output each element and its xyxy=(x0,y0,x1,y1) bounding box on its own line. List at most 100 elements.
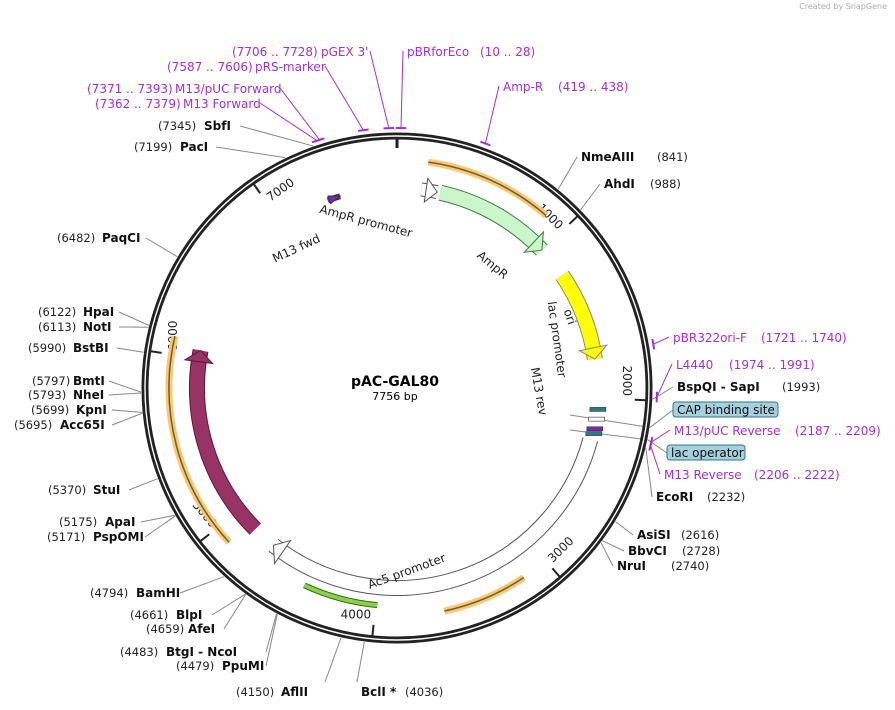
enzyme-site[interactable]: BmtI(5797) xyxy=(32,374,105,388)
enzyme-site[interactable]: BbvCI (2728) xyxy=(628,544,720,558)
primer-site[interactable]: Amp-R (419 .. 438) xyxy=(480,80,628,147)
enzyme-site[interactable]: HpaI (6122) xyxy=(38,305,114,319)
enzyme-position: (5797) xyxy=(32,374,70,388)
enzyme-site[interactable]: NotI (6113) xyxy=(38,320,112,334)
primer-site[interactable]: pBRforEco (10 .. 28) xyxy=(395,45,535,130)
primer-name[interactable]: M13 Forward xyxy=(183,97,261,111)
enzyme-site[interactable]: NmeAIII (841) xyxy=(581,150,688,164)
enzyme-site[interactable]: NheI (5793) xyxy=(28,388,104,402)
primer-name[interactable]: M13/pUC Forward xyxy=(175,82,282,96)
enzyme-site[interactable]: BlpI (4661) xyxy=(130,608,202,622)
enzyme-name[interactable]: AflII xyxy=(281,685,308,699)
enzyme-position: (5990) xyxy=(28,341,66,355)
boxed-feature-label[interactable]: CAP binding site xyxy=(672,401,779,418)
enzyme-site[interactable]: BtgI - NcoI (4483) xyxy=(120,645,237,659)
enzyme-name[interactable]: NruI xyxy=(617,559,646,573)
orf-marker[interactable] xyxy=(443,574,526,615)
enzyme-site[interactable]: PspOMI (5171) xyxy=(47,530,144,544)
primer-name[interactable]: pBR322ori-F xyxy=(673,331,747,345)
leader-line xyxy=(108,380,142,393)
enzyme-site[interactable]: EcoRI (2232) xyxy=(656,490,745,504)
primer-name[interactable]: pRS-marker xyxy=(255,60,326,74)
enzyme-name[interactable]: AsiSI xyxy=(637,528,671,542)
enzyme-name[interactable]: ApaI xyxy=(105,515,135,529)
feature-ampr[interactable] xyxy=(438,184,548,256)
enzyme-site[interactable]: StuI (5370) xyxy=(48,483,120,497)
enzyme-name[interactable]: KpnI xyxy=(76,403,107,417)
feature-label[interactable]: M13 rev xyxy=(528,366,550,416)
enzyme-site[interactable]: SbfI (7345) xyxy=(158,119,231,133)
enzyme-name[interactable]: NotI xyxy=(83,320,112,334)
enzyme-site[interactable]: AflII (4150) xyxy=(236,685,308,699)
feature-ac5-promoter[interactable] xyxy=(268,437,599,596)
enzyme-site[interactable]: BclI * (4036) xyxy=(361,685,443,699)
enzyme-site[interactable]: BamHI (4794) xyxy=(90,586,180,600)
green-feature-marker[interactable] xyxy=(303,582,378,609)
primer-site[interactable]: M13 Reverse (2206 .. 2222) xyxy=(648,440,840,482)
enzyme-site[interactable]: PpuMI (4479) xyxy=(176,659,264,673)
boxed-feature-name[interactable]: CAP binding site xyxy=(677,403,775,417)
enzyme-name[interactable]: Acc65I xyxy=(60,418,105,432)
enzyme-site[interactable]: PacI (7199) xyxy=(134,140,208,154)
feature-label[interactable]: AmpR promoter xyxy=(318,202,414,240)
enzyme-name[interactable]: PacI xyxy=(180,140,208,154)
enzyme-name[interactable]: BspQI - SapI xyxy=(677,380,760,394)
leader-line xyxy=(650,445,661,475)
tick-mark xyxy=(150,350,162,354)
enzyme-name[interactable]: PaqCI xyxy=(102,231,140,245)
primer-site[interactable]: pRS-marker(7587 .. 7606) xyxy=(167,60,369,132)
feature-gal80[interactable] xyxy=(183,348,261,535)
primer-site[interactable]: M13/pUC Forward(7371 .. 7393) xyxy=(87,82,325,143)
enzyme-site[interactable]: AfeI (4659) xyxy=(146,622,215,636)
enzyme-site[interactable]: KpnI (5699) xyxy=(31,403,107,417)
primer-site[interactable]: M13/pUC Reverse (2187 .. 2209) xyxy=(649,424,881,448)
primer-site[interactable]: L4440 (1974 .. 1991) xyxy=(655,358,815,403)
enzyme-site[interactable]: Acc65I (5695) xyxy=(14,418,105,432)
orf-marker[interactable] xyxy=(427,158,549,219)
enzyme-site[interactable]: BspQI - SapI (1993) xyxy=(677,380,820,394)
enzyme-site[interactable]: AsiSI (2616) xyxy=(637,528,719,542)
feature-ampr-promoter[interactable] xyxy=(420,176,439,204)
orf-marker[interactable] xyxy=(165,335,232,545)
enzyme-site[interactable]: PaqCI (6482) xyxy=(57,231,140,245)
primer-name[interactable]: pBRforEco xyxy=(407,45,469,59)
enzyme-name[interactable]: EcoRI xyxy=(656,490,693,504)
leader-line xyxy=(600,542,614,567)
enzyme-name[interactable]: HpaI xyxy=(83,305,114,319)
enzyme-name[interactable]: PspOMI xyxy=(93,530,144,544)
enzyme-name[interactable]: SbfI xyxy=(204,119,231,133)
primer-site[interactable]: M13 Forward(7362 .. 7379) xyxy=(95,97,323,144)
enzyme-name[interactable]: BlpI xyxy=(176,608,202,622)
primer-name[interactable]: Amp-R xyxy=(503,80,543,94)
feature-label[interactable]: AmpR xyxy=(474,248,510,282)
enzyme-name[interactable]: PpuMI xyxy=(222,659,264,673)
primer-name[interactable]: M13 Reverse xyxy=(664,468,742,482)
enzyme-name[interactable]: BclI * xyxy=(361,685,397,699)
boxed-feature-name[interactable]: lac operator xyxy=(671,446,744,460)
primer-site[interactable]: pBR322ori-F (1721 .. 1740) xyxy=(651,331,847,350)
enzyme-name[interactable]: BmtI xyxy=(73,374,105,388)
feature-label[interactable]: M13 fwd xyxy=(270,231,322,265)
enzyme-name[interactable]: NmeAIII xyxy=(581,150,634,164)
enzyme-name[interactable]: AfeI xyxy=(188,622,215,636)
enzyme-site[interactable]: AhdI (988) xyxy=(604,177,681,191)
enzyme-name[interactable]: AhdI xyxy=(604,177,635,191)
enzyme-site[interactable]: ApaI (5175) xyxy=(59,515,135,529)
primer-site[interactable]: pGEX 3'(7706 .. 7728) xyxy=(232,45,395,130)
enzyme-name[interactable]: BbvCI xyxy=(628,544,667,558)
primer-name[interactable]: L4440 xyxy=(676,358,713,372)
enzyme-name[interactable]: BstBI xyxy=(73,341,109,355)
primer-name[interactable]: pGEX 3' xyxy=(321,45,368,59)
feature-label[interactable]: ori xyxy=(561,307,579,326)
feature-m13-fwd[interactable] xyxy=(326,193,342,205)
enzyme-name[interactable]: BamHI xyxy=(136,586,180,600)
enzyme-site[interactable]: BstBI (5990) xyxy=(28,341,109,355)
boxed-feature-label[interactable]: lac operator xyxy=(666,444,746,461)
enzyme-name[interactable]: StuI xyxy=(93,483,120,497)
primer-name[interactable]: M13/pUC Reverse xyxy=(674,424,781,438)
feature-ori[interactable] xyxy=(555,270,608,361)
enzyme-name[interactable]: NheI xyxy=(73,388,104,402)
enzyme-site[interactable]: NruI (2740) xyxy=(617,559,709,573)
enzyme-name[interactable]: BtgI - NcoI xyxy=(166,645,237,659)
small-feature-marker xyxy=(588,416,605,422)
